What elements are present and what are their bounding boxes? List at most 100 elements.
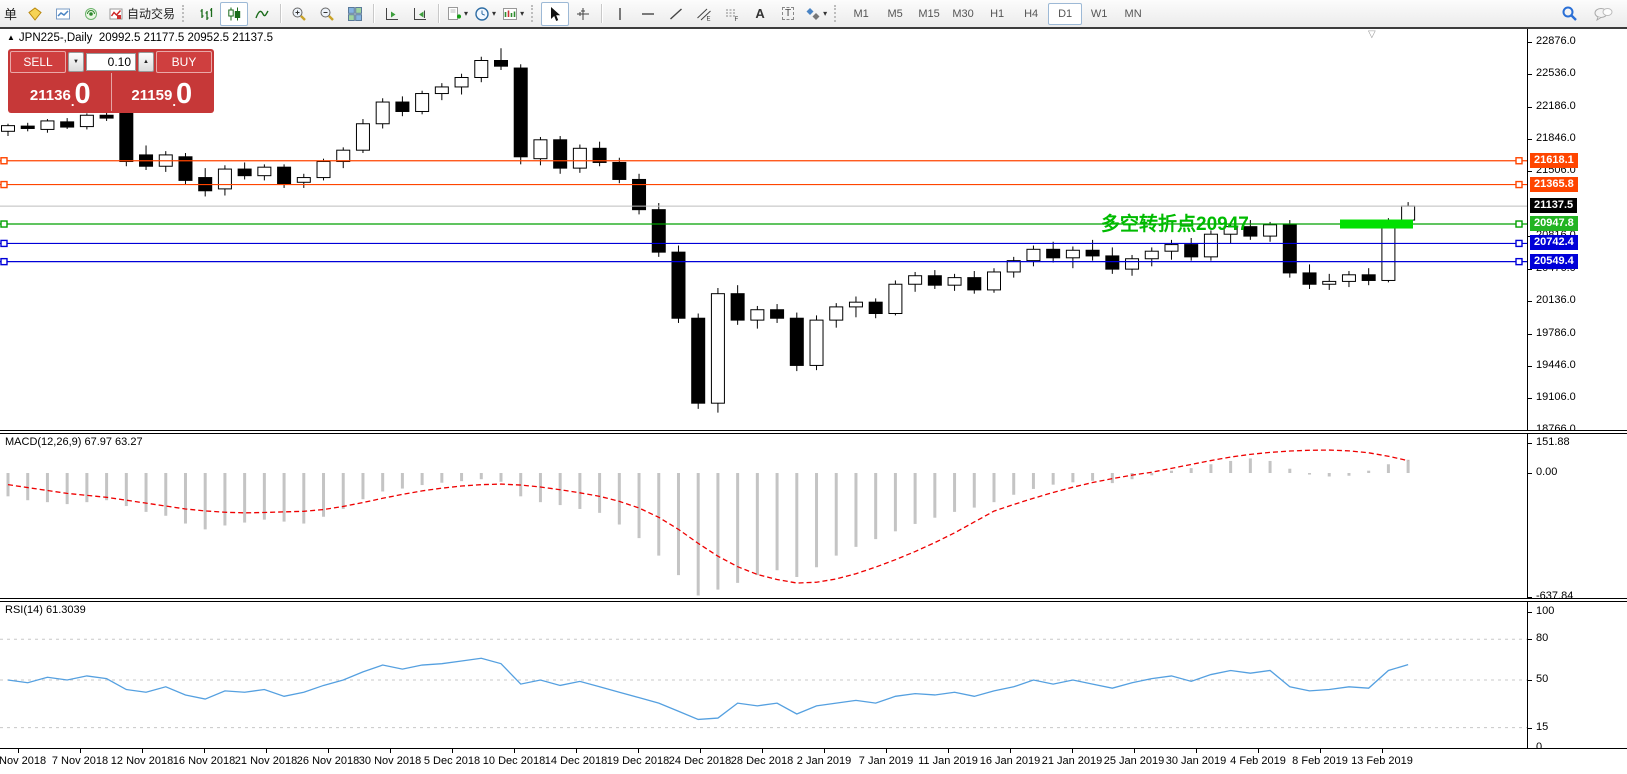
price-axis-label: 20136.0 [1536,293,1576,306]
main-chart-canvas[interactable] [0,29,1527,430]
collapse-arrow-icon[interactable]: ▲ [7,33,15,42]
macd-indicator-label: MACD(12,26,9) 67.97 63.27 [5,436,143,448]
menu-text[interactable]: 单 [4,7,18,22]
tile-windows-button[interactable] [341,2,369,26]
price-axis-tick [1528,107,1532,109]
date-axis-tick [328,749,329,753]
text-tool-icon: A [755,6,765,21]
buy-price-pip: 0 [175,78,193,110]
price-axis-tick [1528,171,1532,173]
bar-chart-button[interactable] [192,2,220,26]
templates-button[interactable]: ▾ [499,2,527,26]
price-axis-label: 22536.0 [1536,67,1576,80]
pane-separator[interactable] [0,598,1627,602]
trendline-icon [670,7,683,20]
buy-button[interactable]: BUY [156,51,212,73]
timeframe-button-w1[interactable]: W1 [1090,7,1108,20]
date-axis-tick [576,749,577,753]
chart-header: ▲ JPN225-,Daily 20992.5 21177.5 20952.5 2… [7,32,273,44]
zoom-out-icon [320,7,334,21]
chart-window-button[interactable] [49,2,77,26]
rsi-pane-canvas[interactable] [0,602,1527,748]
window-divider [0,27,1627,29]
price-axis-tick [1528,333,1532,335]
date-axis-tick [142,749,143,753]
timeframe-button-m30[interactable]: M30 [952,7,974,20]
sell-button[interactable]: SELL [10,51,66,73]
timeframe-button-m5[interactable]: M5 [887,7,903,20]
price-axis-tick [1528,268,1532,270]
text-label-tool-button[interactable]: T [774,2,802,26]
date-axis-label: 21 Jan 2019 [1041,755,1103,767]
auto-scroll-button[interactable] [378,2,406,26]
sell-price[interactable]: 21136. 0 [10,73,111,111]
macd-pane-canvas[interactable] [0,434,1527,598]
candlestick-chart-icon [228,7,241,20]
price-axis-label: 22876.0 [1536,35,1576,47]
timeframe-button-mn[interactable]: MN [1124,7,1142,20]
date-axis-tick [390,749,391,753]
price-axis[interactable]: 22876.022536.022186.021846.021506.020816… [1527,29,1627,753]
price-axis-tick [1528,74,1532,76]
timeframe-button-m1[interactable]: M1 [853,7,869,20]
pane-separator[interactable] [0,430,1627,434]
buy-price-main: 21159 [131,87,173,104]
text-tool-button[interactable]: A [746,2,774,26]
cursor-tool-button[interactable] [541,1,570,26]
trade-panel-prices: 21136. 0 21159. 0 [10,73,212,111]
indicators-button[interactable]: ▾ [443,2,471,26]
timeframe-button-d1[interactable]: D1 [1048,2,1083,25]
buy-price[interactable]: 21159. 0 [110,73,213,111]
date-axis-label: 8 Feb 2019 [1292,755,1348,767]
crosshair-tool-button[interactable] [569,2,597,26]
candlestick-chart-button[interactable] [220,1,249,26]
periods-button[interactable]: ▾ [471,2,499,26]
chart-shift-button[interactable] [406,2,434,26]
trendline-tool-button[interactable] [662,2,690,26]
timeframe-group: M1 M5 M15 M30 H1 H4 D1 W1 MN [844,2,1150,25]
vertical-line-icon [619,7,621,20]
fibonacci-tool-button[interactable]: F [718,2,746,26]
date-axis-label: 30 Jan 2019 [1165,755,1227,767]
date-axis-tick [514,749,515,753]
macd-axis-tick [1528,597,1532,598]
chat-icon [1594,7,1613,21]
main-toolbar: 单 自动交易 [0,0,1627,27]
channel-tool-button[interactable]: E [690,2,718,26]
signal-button[interactable] [77,2,105,26]
volume-input[interactable] [86,53,136,71]
cursor-icon [551,6,561,21]
volume-increase-button[interactable]: ▲ [138,52,154,72]
date-axis-tick [824,749,825,753]
date-axis-label: 12 Nov 2018 [110,755,174,767]
date-axis-tick [266,749,267,753]
date-axis-label: 2 Nov 2018 [0,755,47,767]
timeframe-button-h4[interactable]: H4 [1024,7,1039,20]
timeframe-button-m15[interactable]: M15 [918,7,940,20]
rsi-axis-label: 0 [1536,741,1543,753]
new-order-button[interactable] [21,2,49,26]
date-axis-tick [886,749,887,753]
chart-shift-marker[interactable]: ▽ [1368,29,1376,40]
zoom-out-button[interactable] [313,2,341,26]
date-axis-label: 19 Dec 2018 [606,755,670,767]
volume-decrease-button[interactable]: ▼ [68,52,84,72]
macd-axis-label: 151.88 [1536,436,1570,449]
arrows-tool-icon [806,7,820,20]
signal-icon [85,7,98,20]
templates-icon [503,7,518,20]
sell-price-dot: . [70,94,75,109]
vertical-line-tool-button[interactable] [606,2,634,26]
arrows-tool-button[interactable]: ▾ [802,2,830,26]
auto-trading-button[interactable]: 自动交易 [105,2,178,26]
date-axis-tick [1196,749,1197,753]
line-chart-button[interactable] [248,2,276,26]
date-axis-label: 30 Nov 2018 [358,755,422,767]
chat-button[interactable] [1589,2,1617,26]
date-axis-tick [1010,749,1011,753]
zoom-in-button[interactable] [285,2,313,26]
timeframe-button-h1[interactable]: H1 [990,7,1005,20]
horizontal-line-tool-button[interactable] [634,2,662,26]
search-button[interactable] [1555,2,1583,26]
